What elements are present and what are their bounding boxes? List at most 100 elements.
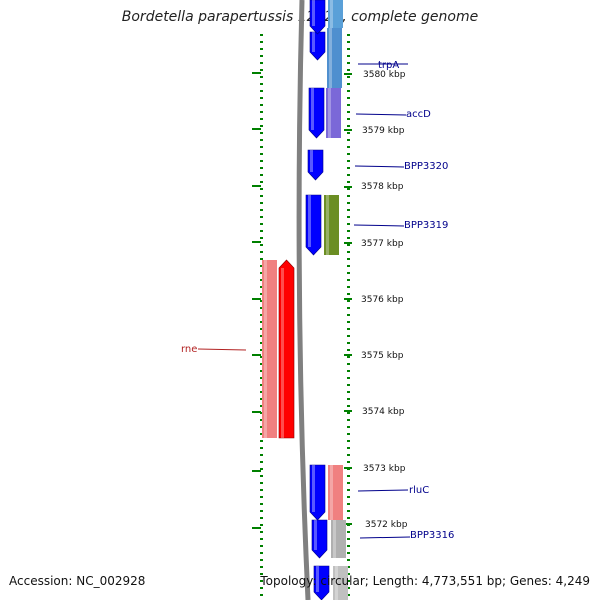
tick-mark-left — [260, 433, 263, 435]
tick-mark-right — [347, 384, 350, 386]
tick-mark-right — [347, 566, 350, 568]
tick-mark-left — [260, 139, 263, 141]
tick-mark-right — [347, 433, 350, 435]
tick-mark-right — [347, 454, 350, 456]
gene-rluc-shine — [312, 465, 315, 512]
tick-mark-left — [260, 286, 263, 288]
gene-label-rluc: rluC — [409, 485, 429, 496]
tick-mark-left — [260, 349, 263, 351]
tick-mark-left — [260, 76, 263, 78]
tick-mark-left — [260, 559, 263, 561]
gene-label-bpp3320: BPP3320 — [404, 161, 448, 172]
major-tick-right — [344, 467, 352, 469]
tick-mark-left — [260, 216, 263, 218]
tick-mark-right — [347, 510, 350, 512]
tick-mark-left — [260, 594, 263, 596]
tick-mark-left — [260, 237, 263, 239]
tick-mark-right — [347, 440, 350, 442]
gene-bpp3319 — [305, 194, 322, 256]
tick-mark-left — [260, 538, 263, 540]
tick-mark-left — [260, 223, 263, 225]
tick-mark-right — [347, 489, 350, 491]
label-line-bpp3320 — [354, 165, 405, 168]
tick-mark-left — [260, 90, 263, 92]
major-tick-right — [344, 186, 352, 188]
topology-text: Topology: circular; Length: 4,773,551 bp… — [260, 574, 590, 588]
tick-mark-right — [347, 580, 350, 582]
ruler-label: 3575 kbp — [361, 351, 404, 361]
tick-mark-right — [347, 370, 350, 372]
tick-mark-right — [347, 321, 350, 323]
tick-mark-right — [347, 482, 350, 484]
tick-mark-left — [260, 447, 263, 449]
tick-mark-right — [347, 356, 350, 358]
tick-mark-left — [260, 419, 263, 421]
tick-mark-left — [260, 391, 263, 393]
tick-mark-left — [260, 412, 263, 414]
tick-mark-left — [260, 230, 263, 232]
tick-mark-right — [347, 104, 350, 106]
label-line-accd — [355, 113, 407, 116]
tick-mark-right — [347, 55, 350, 57]
tick-mark-right — [347, 216, 350, 218]
tick-mark-left — [260, 552, 263, 554]
ruler-label: 3580 kbp — [363, 70, 406, 80]
cog-bar-bpp3316-shine — [333, 520, 336, 558]
gene-bpp3316 — [311, 519, 328, 559]
cog-bar-bpp3319 — [324, 195, 339, 255]
major-tick-right — [344, 354, 352, 356]
gene-accd — [308, 87, 325, 139]
tick-mark-left — [260, 363, 263, 365]
ruler-label: 3574 kbp — [362, 407, 405, 417]
gene-label-trpa: trpA — [378, 60, 399, 71]
tick-mark-right — [347, 531, 350, 533]
label-line-rluc — [357, 489, 409, 492]
tick-mark-left — [260, 265, 263, 267]
tick-mark-right — [347, 377, 350, 379]
tick-mark-left — [260, 377, 263, 379]
tick-mark-right — [347, 69, 350, 71]
tick-mark-right — [347, 559, 350, 561]
major-tick-left — [252, 354, 261, 356]
tick-mark-right — [347, 545, 350, 547]
tick-mark-left — [260, 524, 263, 526]
gene-rne-shine — [281, 268, 284, 438]
tick-mark-right — [347, 202, 350, 204]
tick-mark-left — [260, 531, 263, 533]
tick-mark-left — [260, 104, 263, 106]
cog-bar-partial-bottom — [333, 566, 348, 600]
ruler-label: 3578 kbp — [361, 182, 404, 192]
tick-mark-right — [347, 97, 350, 99]
tick-mark-left — [260, 468, 263, 470]
tick-mark-right — [347, 62, 350, 64]
tick-mark-right — [347, 139, 350, 141]
tick-mark-right — [347, 258, 350, 260]
label-line-bpp3319 — [353, 224, 405, 227]
tick-mark-left — [260, 125, 263, 127]
cog-bar-rluc — [328, 465, 343, 520]
tick-mark-left — [260, 132, 263, 134]
tick-mark-right — [347, 475, 350, 477]
tick-mark-right — [347, 251, 350, 253]
tick-mark-left — [260, 405, 263, 407]
major-tick-left — [252, 411, 261, 413]
tick-mark-left — [260, 83, 263, 85]
tick-mark-left — [260, 517, 263, 519]
tick-mark-left — [260, 489, 263, 491]
tick-mark-right — [347, 188, 350, 190]
gene-bpp3319-shine — [308, 195, 311, 247]
tick-mark-right — [347, 272, 350, 274]
tick-mark-right — [347, 167, 350, 169]
tick-mark-left — [260, 426, 263, 428]
tick-mark-right — [347, 398, 350, 400]
tick-mark-left — [260, 307, 263, 309]
tick-mark-left — [260, 118, 263, 120]
major-tick-right — [344, 73, 352, 75]
cog-bar-trpa-shine — [329, 28, 332, 88]
ruler-label: 3577 kbp — [361, 239, 404, 249]
cog-bar-partial-bottom-shine — [335, 566, 338, 600]
accession-text: Accession: NC_002928 — [9, 574, 146, 588]
cog-bar-accd-shine — [328, 88, 331, 138]
gene-partial-top — [309, 0, 326, 35]
tick-mark-left — [260, 153, 263, 155]
